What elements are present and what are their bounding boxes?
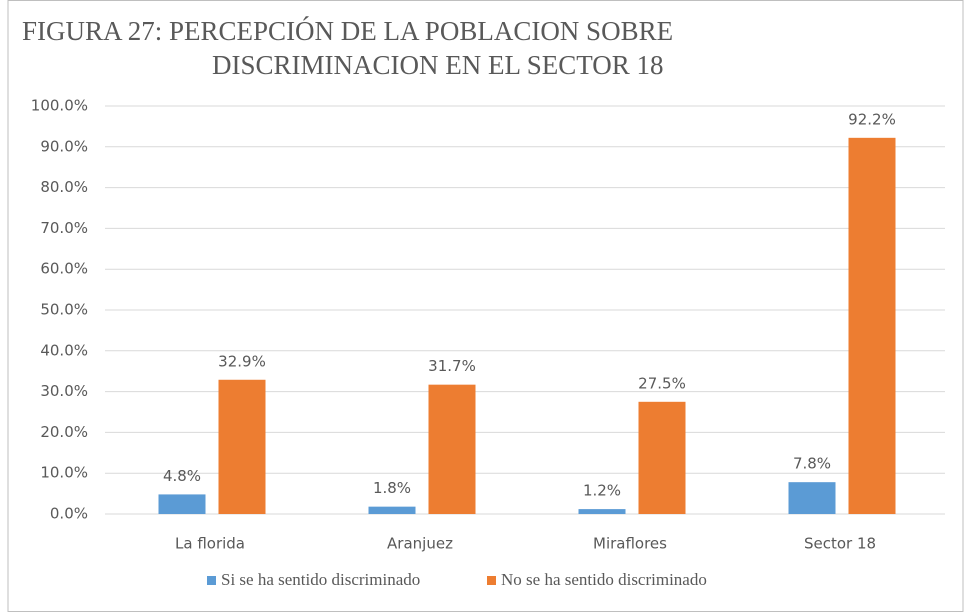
x-tick-label: La florida bbox=[175, 535, 245, 553]
bar bbox=[428, 384, 476, 514]
y-tick-label: 60.0% bbox=[40, 260, 88, 278]
data-label: 1.8% bbox=[373, 479, 411, 497]
bar bbox=[218, 379, 266, 514]
legend-swatch bbox=[487, 576, 496, 585]
data-label: 32.9% bbox=[218, 352, 266, 370]
x-tick-label: Miraflores bbox=[593, 535, 667, 553]
legend-label: Si se ha sentido discriminado bbox=[221, 570, 420, 589]
y-tick-label: 20.0% bbox=[40, 423, 88, 441]
y-tick-label: 40.0% bbox=[40, 341, 88, 359]
data-label: 27.5% bbox=[638, 374, 686, 392]
bar bbox=[638, 401, 686, 514]
legend-swatch bbox=[207, 576, 216, 585]
y-tick-label: 70.0% bbox=[40, 219, 88, 237]
chart-title: FIGURA 27: PERCEPCIÓN DE LA POBLACION SO… bbox=[22, 16, 673, 46]
data-label: 92.2% bbox=[848, 110, 896, 128]
y-tick-label: 30.0% bbox=[40, 382, 88, 400]
legend-label: No se ha sentido discriminado bbox=[501, 570, 707, 589]
bar bbox=[368, 506, 416, 514]
data-label: 4.8% bbox=[163, 467, 201, 485]
data-label: 7.8% bbox=[793, 455, 831, 473]
data-label: 1.2% bbox=[583, 482, 621, 500]
y-tick-label: 0.0% bbox=[50, 505, 88, 523]
bar bbox=[578, 509, 626, 514]
y-tick-label: 90.0% bbox=[40, 137, 88, 155]
x-tick-label: Sector 18 bbox=[804, 535, 876, 553]
y-tick-label: 100.0% bbox=[31, 97, 88, 115]
bar bbox=[158, 494, 206, 514]
bar bbox=[788, 482, 836, 514]
chart-title: DISCRIMINACION EN EL SECTOR 18 bbox=[212, 50, 664, 80]
data-label: 31.7% bbox=[428, 357, 476, 375]
bar bbox=[848, 137, 896, 514]
chart-frame bbox=[7, 0, 964, 612]
y-tick-label: 10.0% bbox=[40, 464, 88, 482]
y-tick-label: 50.0% bbox=[40, 301, 88, 319]
y-tick-label: 80.0% bbox=[40, 178, 88, 196]
x-tick-label: Aranjuez bbox=[387, 535, 453, 553]
